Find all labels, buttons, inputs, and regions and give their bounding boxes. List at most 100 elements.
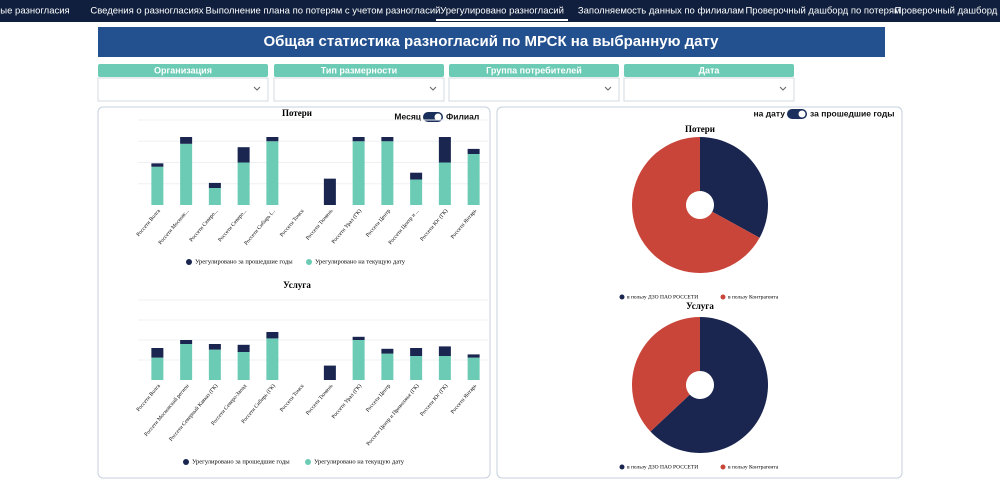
bar-segment[interactable] (410, 348, 423, 356)
bar-segment[interactable] (438, 137, 451, 163)
bar-segment[interactable] (323, 365, 336, 380)
pie-slice[interactable] (631, 317, 700, 432)
bar-segment[interactable] (237, 344, 250, 352)
bar-segment[interactable] (352, 340, 365, 380)
pie-panel (496, 106, 903, 479)
filter-label: Тип размерности (321, 65, 397, 75)
filter-dropdown[interactable] (623, 77, 795, 102)
legend-label[interactable]: Урегулировано за прошедшие годы (195, 258, 293, 265)
filter-label: Дата (699, 65, 721, 75)
legend-label[interactable]: в пользу ДЗО ПАО РОССЕТИ (627, 294, 698, 300)
bar-segment[interactable] (467, 354, 480, 358)
bar-segment[interactable] (381, 353, 394, 380)
bar-segment[interactable] (352, 137, 365, 142)
toggle-knob (798, 110, 806, 118)
nav-tab[interactable]: Урегулировано разногласий (440, 6, 564, 17)
bar-segment[interactable] (151, 163, 164, 167)
filter-dropdown[interactable] (448, 77, 620, 102)
bar-segment[interactable] (180, 137, 193, 144)
bar-segment[interactable] (208, 188, 221, 205)
bar-segment[interactable] (381, 137, 394, 142)
bar-segment[interactable] (208, 182, 221, 188)
bar-segment[interactable] (381, 141, 394, 205)
legend-marker (306, 259, 312, 265)
bar-segment[interactable] (410, 356, 423, 380)
legend-label[interactable]: Урегулировано на текущую дату (315, 258, 406, 265)
chart-title: Услуга (686, 301, 714, 311)
legend-marker (183, 459, 189, 465)
bar-segment[interactable] (151, 166, 164, 205)
pie-slice[interactable] (632, 137, 760, 274)
bar-segment[interactable] (438, 346, 451, 356)
bar-segment[interactable] (266, 141, 279, 205)
bar-segment[interactable] (438, 356, 451, 380)
bar-segment[interactable] (237, 162, 250, 206)
bar-segment[interactable] (467, 148, 480, 154)
filter-header (98, 64, 268, 77)
nav-tab[interactable]: Проверочный дашборд (895, 6, 998, 17)
filter-header (274, 64, 444, 77)
bar-segment[interactable] (438, 162, 451, 206)
legend-marker (619, 294, 625, 300)
legend-label[interactable]: в пользу ДЗО ПАО РОССЕТИ (627, 464, 698, 470)
bar-segment[interactable] (352, 336, 365, 340)
active-tab-underline (436, 19, 568, 21)
legend-marker (720, 464, 726, 470)
legend-marker (305, 459, 311, 465)
bar-segment[interactable] (467, 357, 480, 380)
bar-segment[interactable] (151, 348, 164, 358)
nav-bar (0, 0, 1000, 22)
bar-segment[interactable] (410, 172, 423, 180)
toggle-label[interactable]: Филиал (446, 111, 479, 121)
legend-label[interactable]: в пользу Контрагента (728, 294, 779, 300)
bar-segment[interactable] (208, 344, 221, 350)
nav-tab[interactable]: Заполняемость данных по филиалам (578, 6, 744, 17)
bar-segment[interactable] (180, 340, 193, 344)
bar-segment[interactable] (208, 349, 221, 380)
bar-segment[interactable] (266, 137, 279, 142)
bar-segment[interactable] (151, 357, 164, 380)
pie-slice[interactable] (650, 317, 768, 453)
bar-segment[interactable] (237, 147, 250, 163)
chart-title: Услуга (283, 280, 311, 290)
bar-segment[interactable] (180, 344, 193, 380)
legend-label[interactable]: Урегулировано на текущую дату (314, 458, 405, 465)
bar-segment[interactable] (323, 178, 336, 205)
bar-segment[interactable] (352, 141, 365, 205)
filter-label: Организация (154, 65, 212, 75)
filter-header (624, 64, 794, 77)
pie-slice[interactable] (700, 137, 768, 238)
header-banner (98, 27, 885, 57)
dropdown-chevron (429, 86, 437, 91)
bar-segment[interactable] (180, 143, 193, 205)
filter-header (449, 64, 619, 77)
bar-segment[interactable] (266, 332, 279, 339)
dropdown-chevron (604, 86, 612, 91)
toggle-label[interactable]: за прошедшие годы (810, 108, 895, 118)
legend-label[interactable]: Урегулировано за прошедшие годы (192, 458, 290, 465)
nav-tab[interactable]: Выполнение плана по потерям с учетом раз… (206, 6, 441, 17)
chart-title: Потери (282, 108, 312, 118)
bar-segment[interactable] (467, 154, 480, 205)
legend-marker (619, 464, 625, 470)
bar-segment[interactable] (410, 179, 423, 206)
toggle-label[interactable]: Месяц (394, 111, 421, 121)
legend-marker (186, 259, 192, 265)
bar-segment[interactable] (266, 338, 279, 380)
filter-dropdown[interactable] (97, 77, 269, 102)
toggle-knob (434, 113, 442, 121)
filter-dropdown[interactable] (273, 77, 445, 102)
bar-segment[interactable] (381, 348, 394, 354)
nav-tab[interactable]: Сведения о разногласиях (90, 6, 204, 17)
nav-tab[interactable]: ые разногласия (0, 6, 69, 17)
legend-label[interactable]: в пользу Контрагента (728, 464, 779, 470)
chart-title: Потери (685, 124, 715, 134)
dropdown-chevron (779, 86, 787, 91)
bar-segment[interactable] (237, 352, 250, 380)
toggle-label[interactable]: на дату (754, 108, 786, 118)
filter-label: Группа потребителей (486, 65, 582, 75)
dropdown-chevron (253, 86, 261, 91)
nav-tab[interactable]: Проверочный дашборд по потерям (745, 6, 900, 17)
